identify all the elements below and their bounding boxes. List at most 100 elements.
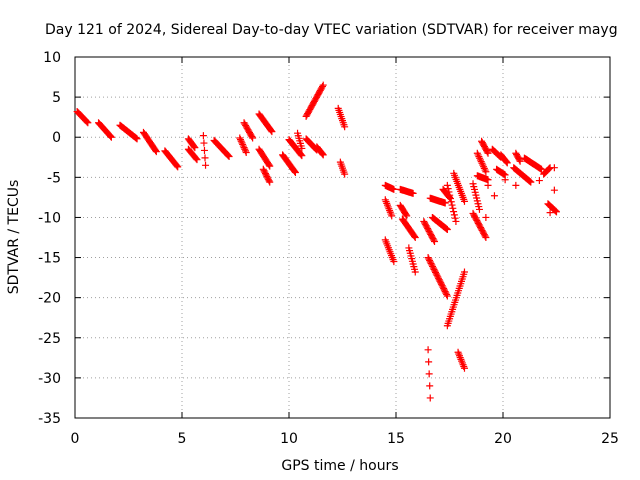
data-point — [428, 261, 436, 269]
data-point — [173, 162, 181, 170]
data-point — [475, 205, 483, 213]
data-point — [242, 148, 250, 156]
data-point — [411, 234, 419, 241]
data-point — [241, 147, 249, 155]
data-point — [434, 273, 442, 281]
data-point — [426, 382, 434, 390]
data-point — [202, 161, 210, 169]
data-point — [447, 198, 455, 206]
data-point — [503, 158, 511, 166]
data-point — [503, 159, 511, 167]
data-point — [482, 213, 490, 221]
data-point — [319, 150, 327, 158]
data-point — [192, 155, 200, 163]
data-point — [512, 181, 520, 189]
data-point — [443, 181, 451, 189]
data-point — [501, 176, 509, 184]
data-point — [411, 268, 419, 276]
data-points — [73, 81, 560, 402]
data-point — [443, 292, 451, 300]
data-point — [482, 234, 490, 241]
data-point — [190, 143, 198, 151]
data-point — [291, 169, 299, 177]
data-point — [480, 164, 488, 172]
data-point — [476, 156, 484, 164]
data-point — [319, 151, 327, 159]
x-tick-label: 10 — [280, 431, 298, 447]
data-point — [515, 156, 523, 164]
data-point — [225, 152, 233, 160]
x-tick-label: 15 — [387, 431, 405, 447]
data-point — [82, 117, 90, 125]
data-point — [449, 204, 457, 212]
data-point — [106, 132, 114, 140]
data-point — [516, 157, 524, 165]
data-point — [224, 152, 232, 160]
data-point — [268, 128, 276, 136]
data-point — [265, 177, 273, 185]
data-point — [431, 238, 439, 246]
data-point — [411, 232, 419, 240]
data-point — [432, 268, 440, 276]
data-point — [425, 370, 433, 378]
data-point — [535, 177, 543, 185]
data-point — [553, 208, 560, 216]
data-point — [249, 134, 257, 142]
data-point — [446, 191, 454, 199]
data-point — [426, 258, 434, 266]
axis-ticks — [74, 56, 611, 419]
data-point — [429, 262, 437, 270]
data-point — [390, 258, 398, 266]
data-point — [427, 259, 435, 267]
data-point — [403, 212, 411, 220]
data-point — [546, 209, 554, 217]
data-point — [490, 192, 498, 200]
grid-lines — [75, 57, 610, 418]
data-point — [444, 185, 452, 193]
y-tick-label: -30 — [38, 371, 61, 387]
data-point — [550, 186, 558, 194]
data-point — [409, 189, 417, 197]
data-point — [425, 358, 433, 366]
data-point — [474, 151, 482, 159]
y-tick-labels: 10 5 0 -5 -10 -15 -20 -25 -30 -35 — [38, 50, 61, 427]
data-point — [432, 270, 440, 278]
data-point — [425, 255, 433, 263]
data-point — [551, 206, 559, 214]
data-point — [107, 133, 115, 141]
data-point — [426, 257, 434, 265]
y-tick-label: 0 — [52, 130, 61, 146]
data-point — [237, 137, 245, 145]
x-tick-label: 25 — [601, 431, 619, 447]
data-point — [437, 280, 445, 288]
data-point — [550, 164, 558, 172]
data-point — [152, 147, 160, 155]
data-point — [435, 276, 443, 284]
data-point — [538, 165, 546, 173]
x-tick-label: 20 — [494, 431, 512, 447]
data-point — [390, 185, 398, 193]
data-point — [526, 178, 534, 186]
data-point — [475, 153, 483, 161]
data-point — [484, 181, 492, 189]
data-point — [483, 148, 491, 156]
data-point — [388, 212, 396, 220]
data-point — [443, 291, 451, 299]
plot-frame — [74, 56, 611, 419]
data-point — [201, 154, 209, 162]
data-point — [482, 168, 490, 176]
data-point — [479, 161, 487, 169]
data-point — [297, 151, 305, 159]
x-tick-label: 0 — [71, 431, 80, 447]
y-tick-label: 5 — [52, 90, 61, 106]
data-point — [441, 288, 449, 296]
data-point — [248, 133, 256, 141]
data-point — [291, 167, 299, 175]
data-point — [191, 144, 199, 152]
data-point — [442, 289, 450, 297]
data-point — [341, 123, 349, 131]
data-point — [193, 156, 201, 164]
data-point — [200, 146, 208, 154]
data-point — [442, 224, 450, 232]
